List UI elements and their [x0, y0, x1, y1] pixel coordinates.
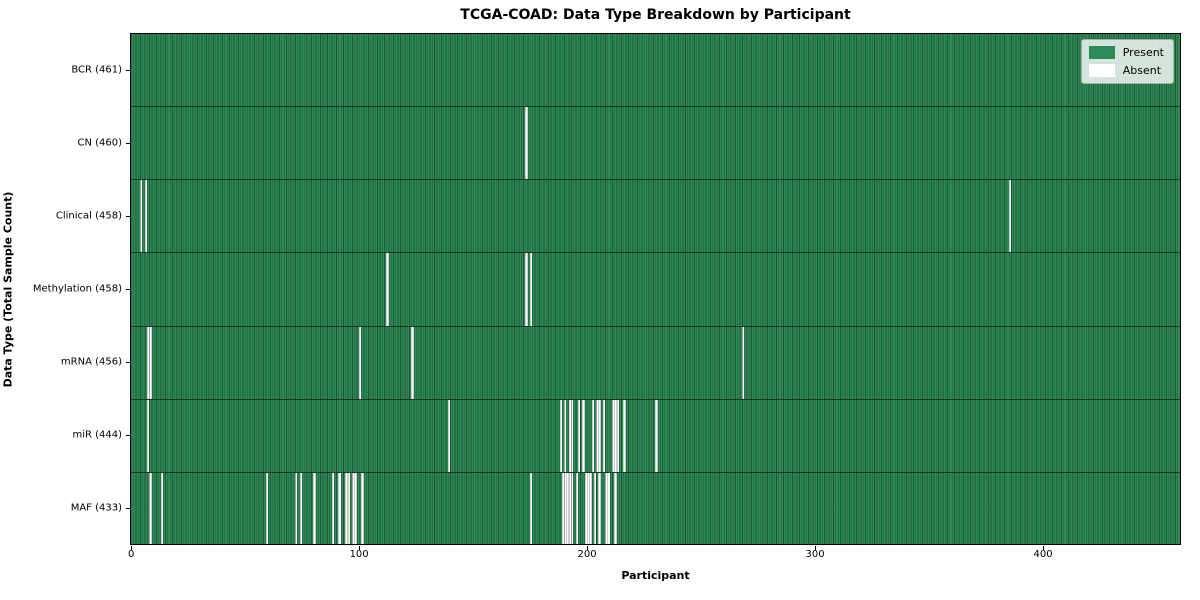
legend-item-present: Present [1088, 46, 1164, 59]
xtick-mark [587, 546, 589, 550]
absent-stripe-MAF-13 [160, 472, 163, 544]
legend-present-label: Present [1122, 46, 1164, 59]
absent-stripe-MAF-88 [331, 472, 334, 544]
absent-stripe-miR-190 [564, 399, 567, 472]
absent-stripe-mRNA-100 [358, 326, 362, 399]
row-BCR [131, 34, 1180, 108]
absent-stripe-mRNA-268 [741, 326, 745, 399]
absent-stripe-MAF-189 [561, 472, 565, 544]
absent-stripe-miR-211 [612, 399, 615, 472]
row-Clinical [131, 180, 1180, 254]
absent-stripe-miR-139 [447, 399, 451, 472]
xtick-label-200: 200 [577, 549, 597, 560]
absent-stripe-MAF-190 [564, 472, 567, 544]
absent-stripe-miR-192 [568, 399, 571, 472]
absent-stripe-miR-212 [614, 399, 617, 472]
absent-stripe-MAF-175 [529, 472, 533, 544]
absent-stripe-miR-216 [623, 399, 626, 472]
absent-stripe-MAF-209 [607, 472, 610, 544]
chart-title: TCGA-COAD: Data Type Breakdown by Partic… [460, 7, 851, 23]
absent-stripe-MAF-72 [295, 472, 298, 544]
absent-stripe-MAF-91 [338, 472, 341, 544]
absent-stripe-MAF-97 [352, 472, 355, 544]
absent-stripe-miR-196 [577, 399, 581, 472]
ytick-mark [126, 69, 130, 71]
ytick-label-Clinical: Clinical (458) [55, 210, 122, 222]
xtick-label-100: 100 [349, 549, 369, 560]
absent-stripe-MAF-208 [605, 472, 608, 544]
plot-area: Present Absent [130, 33, 1181, 545]
absent-stripe-MAF-199 [584, 472, 587, 544]
ytick-label-MAF: MAF (433) [70, 502, 122, 514]
absent-stripe-miR-213 [616, 399, 619, 472]
xtick-mark [131, 546, 133, 550]
absent-stripe-MAF-201 [589, 472, 592, 544]
absent-stripe-Clinical-6 [144, 180, 147, 253]
absent-stripe-MAF-191 [566, 472, 569, 544]
absent-stripe-MAF-193 [571, 472, 574, 544]
ytick-label-BCR: BCR (461) [71, 64, 122, 76]
absent-stripe-miR-7 [146, 399, 150, 472]
xtick-mark [359, 546, 361, 550]
absent-stripe-MAF-59 [265, 472, 268, 544]
absent-stripe-MAF-203 [593, 472, 597, 544]
absent-stripe-MAF-95 [347, 472, 350, 544]
absent-stripe-MAF-8 [149, 472, 152, 544]
absent-stripe-Clinical-4 [140, 180, 143, 253]
absent-stripe-Methylation-173 [525, 253, 528, 326]
absent-stripe-MAF-98 [354, 472, 357, 544]
absent-stripe-miR-204 [596, 399, 599, 472]
xtick-mark [815, 546, 817, 550]
ytick-mark [126, 508, 130, 510]
legend-present-swatch [1088, 46, 1115, 59]
absent-stripe-miR-198 [582, 399, 585, 472]
ytick-mark [126, 362, 130, 364]
ytick-label-mRNA: mRNA (456) [60, 356, 122, 368]
x-axis-label: Participant [621, 569, 690, 582]
row-miR [131, 399, 1180, 473]
absent-stripe-miR-202 [591, 399, 594, 472]
absent-stripe-Methylation-175 [529, 253, 533, 326]
legend-absent-label: Absent [1122, 64, 1162, 77]
legend-absent-swatch [1088, 64, 1115, 77]
absent-stripe-MAF-101 [361, 472, 364, 544]
absent-stripe-MAF-195 [575, 472, 578, 544]
row-MAF [131, 472, 1180, 544]
row-mRNA [131, 326, 1180, 400]
absent-stripe-MAF-80 [313, 472, 316, 544]
absent-stripe-MAF-74 [299, 472, 302, 544]
absent-stripe-CN-173 [525, 107, 528, 180]
absent-stripe-Methylation-112 [386, 253, 389, 326]
ytick-label-CN: CN (460) [77, 137, 122, 149]
absent-stripe-miR-207 [602, 399, 606, 472]
ytick-mark [126, 142, 130, 144]
absent-stripe-mRNA-8 [149, 326, 152, 399]
absent-stripe-mRNA-123 [411, 326, 414, 399]
absent-stripe-MAF-205 [598, 472, 601, 544]
absent-stripe-miR-205 [598, 399, 601, 472]
absent-stripe-Clinical-385 [1008, 180, 1011, 253]
xtick-label-0: 0 [127, 549, 135, 560]
ytick-mark [126, 435, 130, 437]
legend-item-absent: Absent [1088, 64, 1164, 77]
absent-stripe-miR-193 [571, 399, 574, 472]
ytick-label-Methylation: Methylation (458) [32, 283, 122, 295]
absent-stripe-MAF-192 [568, 472, 571, 544]
row-CN [131, 107, 1180, 181]
row-Methylation [131, 253, 1180, 327]
absent-stripe-mRNA-7 [146, 326, 150, 399]
absent-stripe-MAF-94 [345, 472, 348, 544]
legend: Present Absent [1080, 39, 1174, 84]
xtick-mark [1043, 546, 1045, 550]
ytick-mark [126, 215, 130, 217]
absent-stripe-miR-188 [559, 399, 562, 472]
absent-stripe-miR-230 [655, 399, 658, 472]
absent-stripe-MAF-200 [586, 472, 590, 544]
xtick-label-400: 400 [1033, 549, 1053, 560]
ytick-mark [126, 289, 130, 290]
ytick-label-miR: miR (444) [72, 429, 122, 441]
xtick-label-300: 300 [805, 549, 825, 560]
absent-stripe-MAF-212 [614, 472, 617, 544]
